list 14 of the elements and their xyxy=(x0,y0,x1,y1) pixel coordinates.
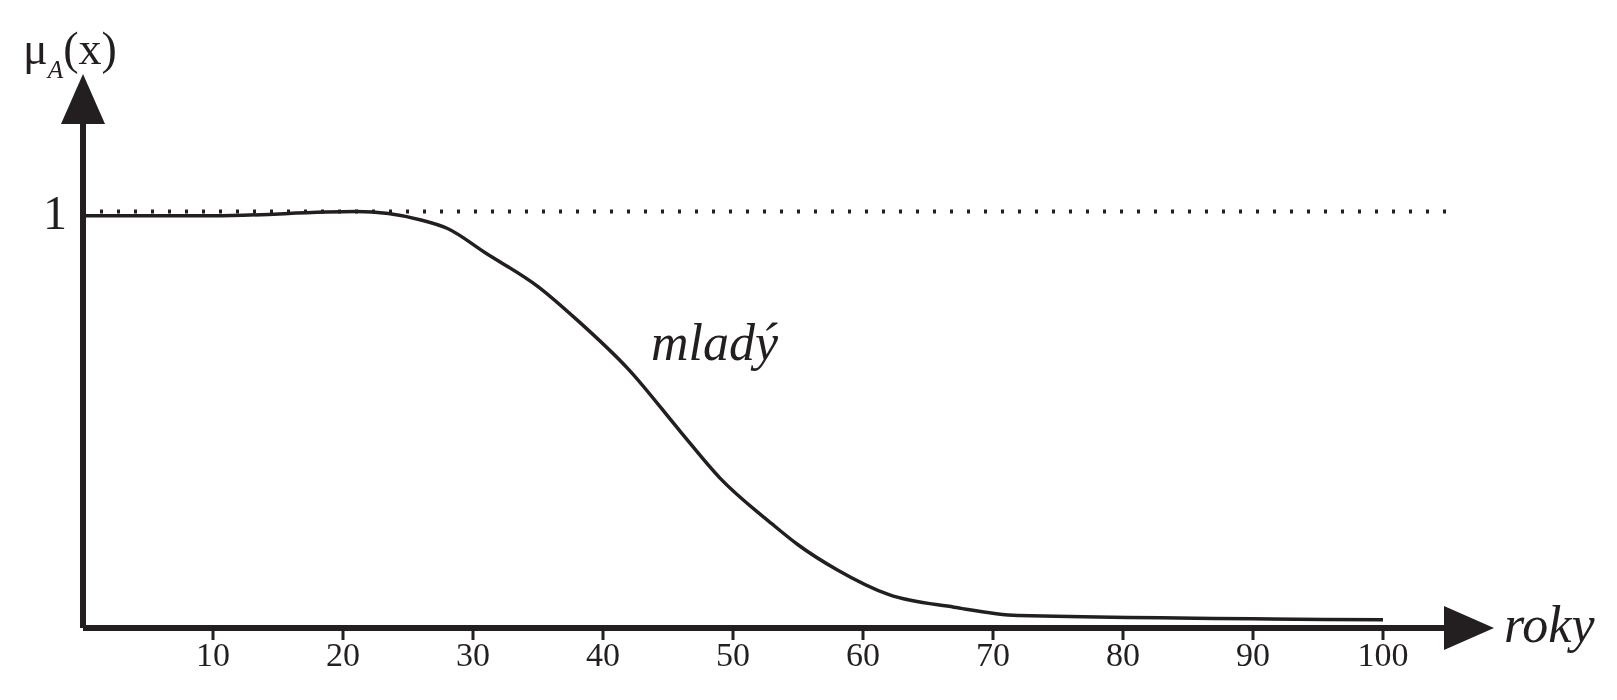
series-label: mladý xyxy=(651,313,779,371)
x-tick-label: 80 xyxy=(1106,636,1140,674)
y-axis-title: μ$_{A}$(x) xyxy=(23,23,117,83)
x-tick-label: 10 xyxy=(196,636,230,674)
x-tick-label: 50 xyxy=(716,636,750,674)
x-tick-label: 100 xyxy=(1357,636,1409,674)
ref-line-label: 1 xyxy=(43,185,67,239)
x-tick-label: 70 xyxy=(976,636,1010,674)
x-tick-label: 30 xyxy=(456,636,490,674)
x-tick-label: 60 xyxy=(846,636,880,674)
x-tick-label: 90 xyxy=(1236,636,1270,674)
x-tick-label: 20 xyxy=(326,636,360,674)
x-tick-label: 40 xyxy=(586,636,620,674)
x-axis-title: roky xyxy=(1504,596,1596,653)
